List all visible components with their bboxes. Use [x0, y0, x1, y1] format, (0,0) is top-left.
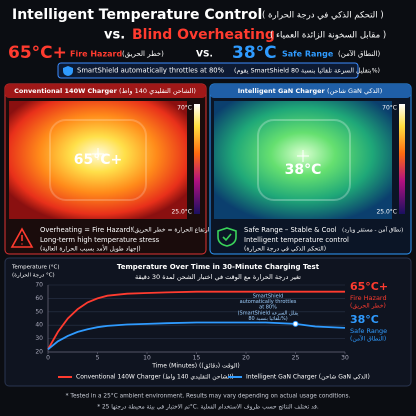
scale-min: 25.0°C [376, 209, 397, 216]
y-tick-label: 30 [35, 335, 43, 342]
check-mark [222, 233, 232, 242]
end-label-ar: (النطاق الآمن) [350, 335, 386, 343]
end-label: Safe Range [350, 327, 387, 335]
annotation: at 80% [259, 305, 277, 311]
throttle-point [292, 320, 299, 327]
x-tick-label: 0 [46, 355, 50, 362]
plot: 20 30 40 50 60 70 0 5 10 15 20 25 30 SmartShieldautom… [35, 282, 369, 381]
panel-title-en: Intelligent GaN Charger [238, 87, 326, 95]
chart-subtitle: تغير درجة الحرارة مع الوقت في اختبار الش… [135, 273, 301, 281]
y-tick-label: 60 [35, 295, 43, 302]
annotation: SmartShield [253, 294, 284, 300]
panel-line2: Long-term high temperature stress [40, 236, 160, 244]
footer-note: * Tested in a 25°C ambient environment. … [66, 394, 351, 400]
end-label-temp: 38°C [350, 313, 379, 326]
panel-line2: Intelligent temperature control [244, 236, 349, 244]
panel-line3: (إجهاد طويل الأمد بسبب الحرارة العالية) [40, 245, 141, 253]
hot-label: Fire Hazard [70, 50, 122, 59]
check-shield-icon [217, 227, 237, 247]
panel-title: Conventional 140W Charger (الشاحن التقلي… [14, 87, 196, 95]
panel-header [5, 84, 206, 98]
color-scale [399, 104, 405, 214]
warning-icon [10, 227, 34, 248]
panel-header [210, 84, 411, 98]
end-label-ar: (خطر الحريق) [350, 303, 386, 310]
subtitle: Blind Overheating [132, 27, 275, 43]
hot-temp: 65°C+ [8, 43, 67, 63]
cool-label-ar: (النطاق الآمن) [338, 49, 380, 58]
crosshair [297, 150, 309, 162]
charger-outline [49, 119, 147, 201]
end-label: Fire Hazard [350, 294, 387, 302]
x-tick-label: 10 [143, 355, 151, 362]
panel-title-en: Conventional 140W Charger [14, 87, 117, 95]
x-tick-label: 30 [341, 355, 349, 362]
x-axis-label: Time (Minutes) (الوقت (دقائق)) [151, 363, 239, 370]
panel-title-ar: (الشاحن التقليدي 140 واط) [119, 87, 196, 95]
banner [57, 62, 359, 79]
annotation: (SmartShield يقلل السرعة [238, 310, 299, 316]
panel-line1-ar: (ارتفاع الحرارة = خطر الحريق) [132, 227, 212, 234]
series-line [47, 290, 345, 350]
color-scale [194, 104, 200, 214]
versus: VS. [196, 50, 213, 60]
panel-line1-ar: (نطاق آمن - مستقر وبارد) [342, 227, 403, 234]
panel-line1: Safe Range – Stable & Cool [244, 226, 337, 234]
x-tick-label: 15 [193, 355, 201, 362]
title: Intelligent Temperature Control [12, 7, 262, 23]
panel-reading: 38°C [285, 162, 322, 178]
banner-text: SmartShield automatically throttles at 8… [77, 67, 225, 75]
panel-line1: Overheating = Fire Hazard! [40, 226, 133, 234]
panel-reading: 65°C+ [74, 152, 123, 168]
y-tick-label: 40 [35, 322, 43, 329]
scale-max: 70°C [177, 105, 192, 112]
panel-title-ar: (شاحن GaN الذكي) [327, 87, 382, 95]
subtitle-ar: ( مقابل السخونة الزائدة العمياء ) [270, 31, 386, 41]
x-tick-label: 25 [292, 355, 300, 362]
chart-title: Temperature Over Time in 30-Minute Charg… [117, 263, 320, 271]
y-axis-label: Temperature (°C) [11, 265, 59, 271]
y-tick-label: 70 [35, 282, 43, 289]
panel-title: Intelligent GaN Charger (شاحن GaN الذكي) [238, 87, 383, 95]
scale-min: 25.0°C [171, 209, 192, 216]
cool-label: Safe Range [282, 50, 334, 59]
series-line [47, 321, 346, 351]
legend-label: Conventional 140W Charger (الشاحن التقلي… [76, 374, 234, 381]
end-label-temp: 65°C+ [350, 280, 388, 293]
scale-max: 70°C [382, 105, 397, 112]
title-ar: ( التحكم الذكي في درجة الحرارة ) [262, 11, 384, 21]
panel-line3: (التحكم الذكي في درجة الحرارة) [244, 246, 326, 253]
vs: vs. [104, 28, 125, 43]
crosshair [92, 148, 104, 160]
x-tick-label: 5 [96, 355, 100, 362]
hot-label-ar: (خطر الحريق) [122, 50, 164, 58]
footer-note-ar: * تم الاختبار في بيئة محيطة درجتها 25°C.… [97, 405, 319, 411]
banner-text-ar: (يقوم SmartShield بتقليل السرعة تلقائيا … [234, 68, 380, 75]
y-tick-label: 20 [35, 349, 43, 356]
y-tick-label: 50 [35, 308, 43, 315]
cool-temp: 38°C [232, 43, 277, 63]
annotation: automatically throttles [240, 299, 297, 305]
annotation: تلقائيا بنسبة 80%) [248, 316, 287, 322]
y-axis-label-ar: (درجة الحرارة °C) [12, 273, 55, 279]
charger-outline [257, 119, 351, 201]
x-tick-label: 20 [242, 355, 250, 362]
shield-icon [63, 66, 73, 76]
legend-label: Intelligent GaN Charger (شاحن GaN الذكي) [246, 374, 370, 381]
